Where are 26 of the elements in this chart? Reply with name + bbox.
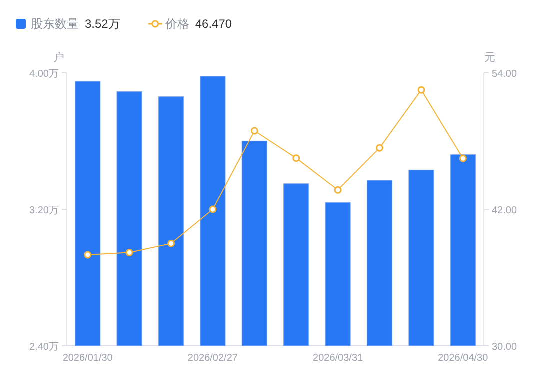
text: 46.470 <box>195 17 232 31</box>
point <box>459 154 467 162</box>
y-tick-label: 2.40万 <box>30 342 59 353</box>
point <box>334 186 342 194</box>
y-axis-title: 户 <box>54 51 64 64</box>
legend-label: 价格 <box>164 17 190 31</box>
y-tick-label: 4.00万 <box>30 69 59 80</box>
x-tick-label: 2026/02/27 <box>188 353 238 364</box>
text: 3.52万 <box>85 17 120 31</box>
x-tick-label: 2026/04/30 <box>438 353 489 364</box>
x-tick-label: 2026/03/31 <box>313 353 364 364</box>
point <box>250 127 258 135</box>
y2-tick-label: 42.00 <box>492 206 518 216</box>
point <box>292 154 300 162</box>
y2-tick-label: 54.00 <box>492 69 518 80</box>
y2-tick-label: 30.00 <box>492 342 518 353</box>
point <box>84 251 92 259</box>
point <box>376 144 384 152</box>
point <box>168 240 175 248</box>
x-tick-label: 2026/01/30 <box>62 353 114 364</box>
y2-axis-title: 元 <box>484 52 496 64</box>
point <box>418 86 426 94</box>
y-tick-label: 3.20万 <box>30 206 59 216</box>
point <box>209 206 217 214</box>
legend-label: 股东数量 <box>31 17 79 31</box>
point <box>126 248 134 256</box>
